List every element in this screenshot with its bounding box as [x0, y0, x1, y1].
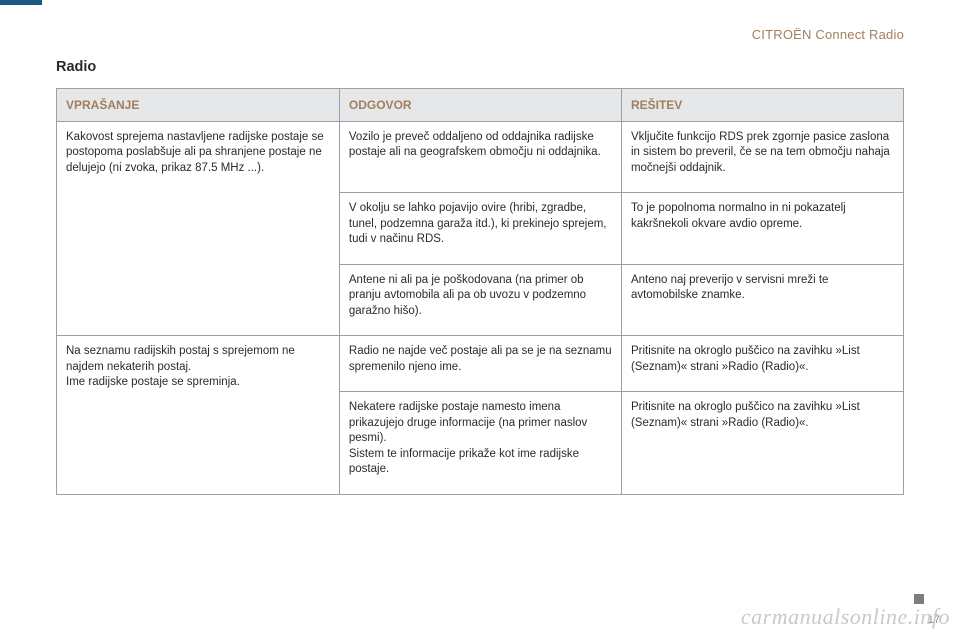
cell-solution: Pritisnite na okroglo puščico na zavihku… [621, 392, 903, 495]
table-row: Na seznamu radijskih postaj s sprejemom … [57, 336, 904, 392]
cell-answer: V okolju se lahko pojavijo ovire (hribi,… [339, 193, 621, 265]
col-solution: REŠITEV [621, 88, 903, 121]
table-header-row: VPRAŠANJE ODGOVOR REŠITEV [57, 88, 904, 121]
header-brand-section: CITROËN Connect Radio [752, 26, 904, 44]
col-question: VPRAŠANJE [57, 88, 340, 121]
cell-solution: Vključite funkcijo RDS prek zgornje pasi… [621, 121, 903, 193]
faq-table: VPRAŠANJE ODGOVOR REŠITEV Kakovost sprej… [56, 88, 904, 495]
content-area: Radio VPRAŠANJE ODGOVOR REŠITEV Kakovost… [56, 58, 904, 495]
cell-question: Kakovost sprejema nastavljene radijske p… [57, 121, 340, 336]
watermark-text: carmanualsonline.info [741, 602, 950, 632]
cell-question: Na seznamu radijskih postaj s sprejemom … [57, 336, 340, 495]
section-title: Radio [56, 58, 904, 78]
cell-answer: Radio ne najde več postaje ali pa se je … [339, 336, 621, 392]
col-answer: ODGOVOR [339, 88, 621, 121]
cell-solution: Anteno naj preverijo v servisni mreži te… [621, 264, 903, 336]
cell-solution: Pritisnite na okroglo puščico na zavihku… [621, 336, 903, 392]
cell-answer: Nekatere radijske postaje namesto imena … [339, 392, 621, 495]
cell-answer: Antene ni ali pa je poškodovana (na prim… [339, 264, 621, 336]
cell-solution: To je popolnoma normalno in ni pokazatel… [621, 193, 903, 265]
cell-answer: Vozilo je preveč oddaljeno od oddajnika … [339, 121, 621, 193]
table-row: Kakovost sprejema nastavljene radijske p… [57, 121, 904, 193]
accent-bar [0, 0, 42, 5]
